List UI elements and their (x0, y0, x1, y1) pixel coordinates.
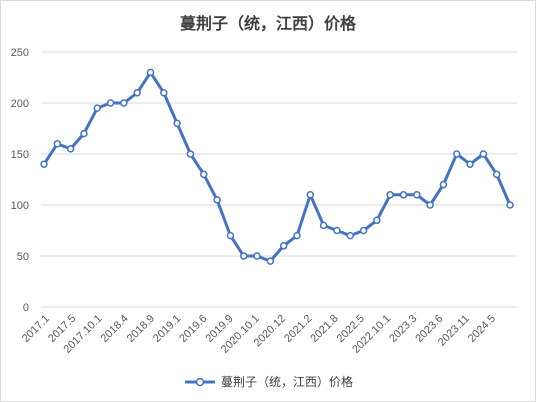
data-point (466, 160, 474, 168)
data-point (266, 257, 275, 265)
data-point (53, 140, 62, 148)
data-point (373, 216, 381, 225)
x-tick-label: 2017.1 (20, 313, 52, 345)
y-tick-label: 200 (11, 98, 29, 110)
x-tick-label: 2021.2 (282, 313, 314, 345)
data-point (386, 191, 394, 199)
data-point (93, 104, 102, 112)
data-point (359, 226, 368, 235)
data-point (506, 201, 514, 209)
data-point (333, 226, 341, 235)
data-point (146, 68, 155, 77)
y-tick-label: 100 (11, 200, 29, 212)
data-point (319, 221, 328, 230)
y-tick-label: 150 (11, 149, 29, 161)
data-point (306, 191, 315, 199)
data-point (492, 170, 501, 179)
data-point (200, 170, 208, 179)
data-point (293, 231, 301, 240)
x-tick-label: 2024.5 (466, 313, 498, 345)
data-point (479, 150, 488, 158)
data-point (80, 129, 88, 138)
y-tick-label: 50 (17, 251, 29, 263)
x-tick-label: 2023.3 (387, 313, 419, 345)
data-point (346, 231, 354, 240)
data-point (106, 99, 115, 107)
x-tick-label: 2021.8 (308, 313, 340, 345)
x-tick-label: 2019.1 (151, 313, 183, 345)
data-point (279, 242, 288, 250)
data-point (120, 99, 128, 107)
data-point (399, 191, 408, 199)
x-tick-label: 2018.4 (99, 313, 131, 345)
chart-title: 蔓荆子（统，江西）价格 (179, 16, 356, 33)
y-tick-label: 0 (23, 302, 29, 314)
data-point (439, 180, 448, 189)
data-point (239, 252, 248, 260)
data-point (186, 150, 195, 158)
data-point (173, 119, 181, 128)
x-tick-label: 2019.6 (177, 313, 209, 345)
x-tick-label: 2018.9 (125, 313, 157, 345)
data-point (226, 231, 235, 240)
data-point (253, 252, 261, 260)
data-point (40, 160, 48, 168)
data-point (133, 89, 141, 97)
series-line (42, 70, 512, 263)
data-point (426, 201, 434, 209)
legend-label: 蔓荆子（统，江西）价格 (220, 375, 353, 389)
legend-swatch (184, 377, 215, 386)
data-point (160, 89, 168, 97)
y-tick-label: 250 (11, 47, 29, 59)
data-point (213, 196, 221, 204)
data-point (452, 150, 461, 158)
data-point (413, 191, 421, 199)
data-point (66, 145, 75, 153)
legend: 蔓荆子（统，江西）价格 (1, 373, 535, 390)
